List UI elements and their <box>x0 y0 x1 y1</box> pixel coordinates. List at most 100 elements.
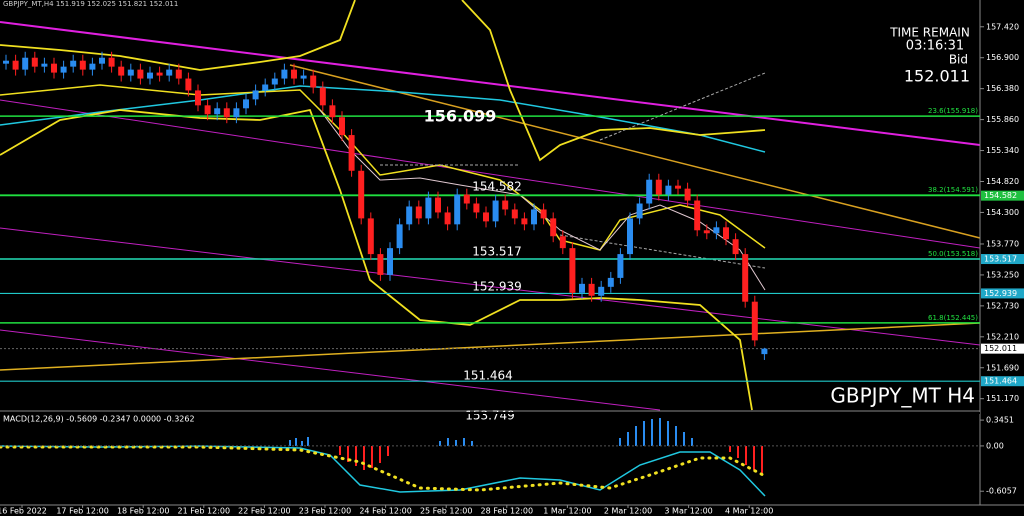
candle-body <box>70 60 77 67</box>
candle-body <box>108 57 115 67</box>
candle-body <box>463 194 470 204</box>
x-tick-label: 16 Feb 2022 <box>0 507 47 516</box>
candle-body <box>204 105 211 115</box>
trend-line <box>0 227 981 346</box>
y-tick-label: 0.00 <box>986 441 1004 450</box>
candle-body <box>214 108 221 115</box>
x-tick-label: 17 Feb 12:00 <box>56 507 108 516</box>
candle-body <box>252 90 259 100</box>
candle-body <box>60 66 67 73</box>
x-tick-label: 25 Feb 12:00 <box>420 507 472 516</box>
candle-body <box>646 179 653 204</box>
candle-body <box>435 197 441 213</box>
candle-body <box>127 69 134 76</box>
candle-body <box>300 75 307 79</box>
candle-body <box>137 69 144 79</box>
y-tick-label: 154.300 <box>986 208 1019 217</box>
candle-body <box>118 66 125 76</box>
candle-body <box>367 218 374 255</box>
annotation: 153.517 <box>472 245 522 259</box>
candle-body <box>588 283 595 296</box>
candle-body <box>3 60 9 64</box>
x-tick-label: 28 Feb 12:00 <box>481 507 533 516</box>
bollinger-band <box>0 0 766 162</box>
candle-body <box>243 99 249 109</box>
trend-line <box>0 21 981 146</box>
candle-body <box>339 117 345 136</box>
fib-label: 23.6(155.918) <box>928 107 978 115</box>
fib-label: 61.8(152.445) <box>928 314 978 322</box>
candle-body <box>348 135 355 171</box>
candle-body <box>387 248 393 275</box>
candle-body <box>713 227 720 234</box>
candle-body <box>454 194 461 225</box>
candle-body <box>12 60 19 70</box>
candle-body <box>559 236 566 249</box>
candle-body <box>89 63 96 70</box>
candle-body <box>262 84 269 91</box>
candle-body <box>723 227 729 240</box>
candle-body <box>761 348 768 355</box>
candle-body <box>675 185 681 189</box>
x-tick-label: 2 Mar 12:00 <box>604 507 652 516</box>
candle-body <box>607 277 614 287</box>
candle-body <box>694 200 701 231</box>
trend-line <box>289 64 981 239</box>
candle-body <box>396 224 403 249</box>
macd-label: MACD(12,26,9) -0.5609 -0.2347 0.0000 -0.… <box>3 415 195 424</box>
x-tick-label: 18 Feb 12:00 <box>117 507 169 516</box>
candle-body <box>684 188 691 201</box>
y-tick-label: 152.730 <box>986 301 1019 310</box>
price-tag <box>981 376 1024 387</box>
candle-body <box>521 218 528 225</box>
price-tag <box>981 190 1024 201</box>
y-tick-label: 153.770 <box>986 239 1019 248</box>
trend-line <box>0 329 661 411</box>
candle-body <box>502 200 509 210</box>
x-tick-label: 21 Feb 12:00 <box>178 507 230 516</box>
y-tick-label: -0.6057 <box>986 487 1017 496</box>
candle-body <box>175 69 182 79</box>
candle-body <box>377 254 384 275</box>
price-tag-label: 154.582 <box>984 191 1017 200</box>
annotation: 151.464 <box>463 369 513 383</box>
y-tick-label: 152.210 <box>986 332 1019 341</box>
candle-body <box>281 69 288 79</box>
candle-body <box>223 108 230 118</box>
candle-body <box>531 209 537 225</box>
y-tick-label: 153.250 <box>986 270 1019 279</box>
candle-body <box>195 90 201 106</box>
time-remain-label: TIME REMAIN <box>889 26 970 40</box>
candle-body <box>415 206 422 219</box>
indicators <box>0 0 981 411</box>
price-tag-label: 152.939 <box>984 289 1017 298</box>
y-tick-label: 155.860 <box>986 115 1019 124</box>
x-tick-label: 23 Feb 12:00 <box>299 507 351 516</box>
price-tag <box>981 288 1024 299</box>
annotation: 152.939 <box>472 280 522 294</box>
candle-body <box>751 301 758 341</box>
macd-signal <box>0 445 767 492</box>
fib-label: 50.0(153.518) <box>928 250 978 258</box>
candle-body <box>310 75 317 88</box>
annotation: 154.582 <box>472 180 522 194</box>
price-tag <box>981 254 1024 265</box>
candle-body <box>31 57 38 67</box>
symbol-label: GBPJPY_MT H4 <box>830 384 975 408</box>
trend-line <box>0 99 981 249</box>
candle-body <box>665 185 672 195</box>
y-tick-label: 156.900 <box>986 53 1019 62</box>
signal-line <box>380 72 766 269</box>
macd-histogram <box>289 418 693 446</box>
candle-body <box>540 209 547 219</box>
candle-body <box>444 212 451 225</box>
time-remain: 03:16:31 <box>906 39 964 54</box>
bollinger-mid <box>0 84 766 251</box>
candle-body <box>732 239 739 255</box>
candle-body <box>598 286 605 296</box>
macd-plot <box>0 418 767 497</box>
candle-body <box>358 170 365 219</box>
candle-body <box>473 203 480 213</box>
candle-body <box>636 203 643 219</box>
bid-tag <box>981 343 1024 354</box>
